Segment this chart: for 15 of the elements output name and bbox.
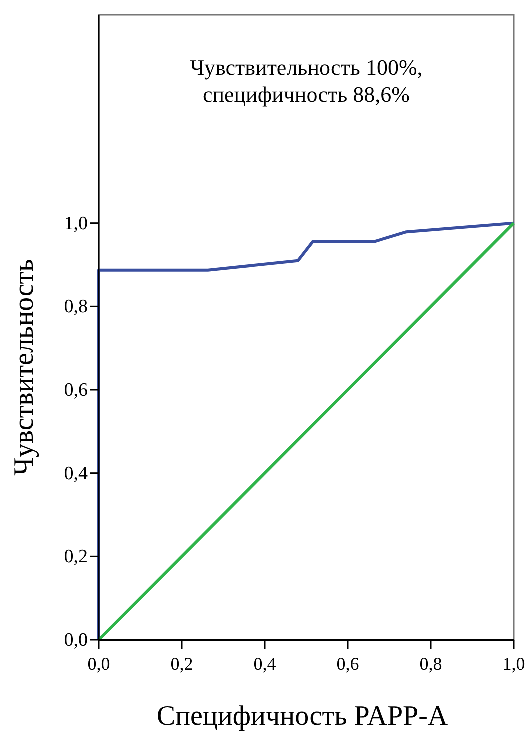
y-axis-title: Чувствительность <box>9 259 40 476</box>
y-tick-label: 0,0 <box>64 630 88 651</box>
x-tick-label: 0,0 <box>88 654 110 674</box>
y-tick-label: 1,0 <box>64 213 88 234</box>
x-tick-label: 0,8 <box>420 654 442 674</box>
x-axis-title: Специфичность PAPP-A <box>156 701 449 732</box>
x-tick-label: 0,2 <box>170 654 194 674</box>
x-tick-label: 0,4 <box>254 654 276 674</box>
y-tick-label: 0,4 <box>64 463 88 484</box>
annotation: Чувствительность 100%, специфичность 88,6% <box>190 55 423 107</box>
x-tick-label: 1,0 <box>502 654 526 674</box>
y-tick-label: 0,6 <box>64 380 88 401</box>
y-tick-label: 0,8 <box>64 296 88 318</box>
x-tick-label: 0,6 <box>336 654 360 674</box>
y-tick-label: 0,2 <box>64 546 88 568</box>
